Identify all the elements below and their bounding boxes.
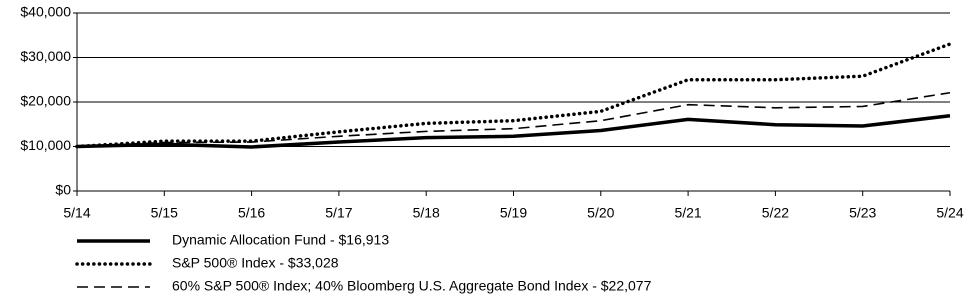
x-tick-label: 5/16 (238, 205, 265, 221)
x-tick-label: 5/17 (325, 205, 352, 221)
x-tick-label: 5/22 (762, 205, 789, 221)
x-tick-label: 5/24 (936, 205, 963, 221)
y-tick-label: $10,000 (20, 137, 71, 153)
y-tick-label: $40,000 (20, 4, 71, 20)
legend-label: S&P 500® Index - $33,028 (172, 255, 339, 271)
y-tick-label: $0 (55, 182, 71, 198)
legend-label: 60% S&P 500® Index; 40% Bloomberg U.S. A… (172, 278, 652, 294)
x-tick-label: 5/23 (849, 205, 876, 221)
x-tick-label: 5/15 (151, 205, 178, 221)
series-line (76, 91, 951, 148)
x-tick-label: 5/14 (63, 205, 90, 221)
legend-label: Dynamic Allocation Fund - $16,913 (172, 232, 389, 248)
x-tick-label: 5/18 (413, 205, 440, 221)
series-line (75, 42, 952, 149)
y-tick-label: $30,000 (20, 48, 71, 64)
x-tick-label: 5/19 (500, 205, 527, 221)
x-tick-label: 5/20 (587, 205, 614, 221)
x-tick-label: 5/21 (674, 205, 701, 221)
y-tick-label: $20,000 (20, 93, 71, 109)
series-line (76, 113, 951, 149)
